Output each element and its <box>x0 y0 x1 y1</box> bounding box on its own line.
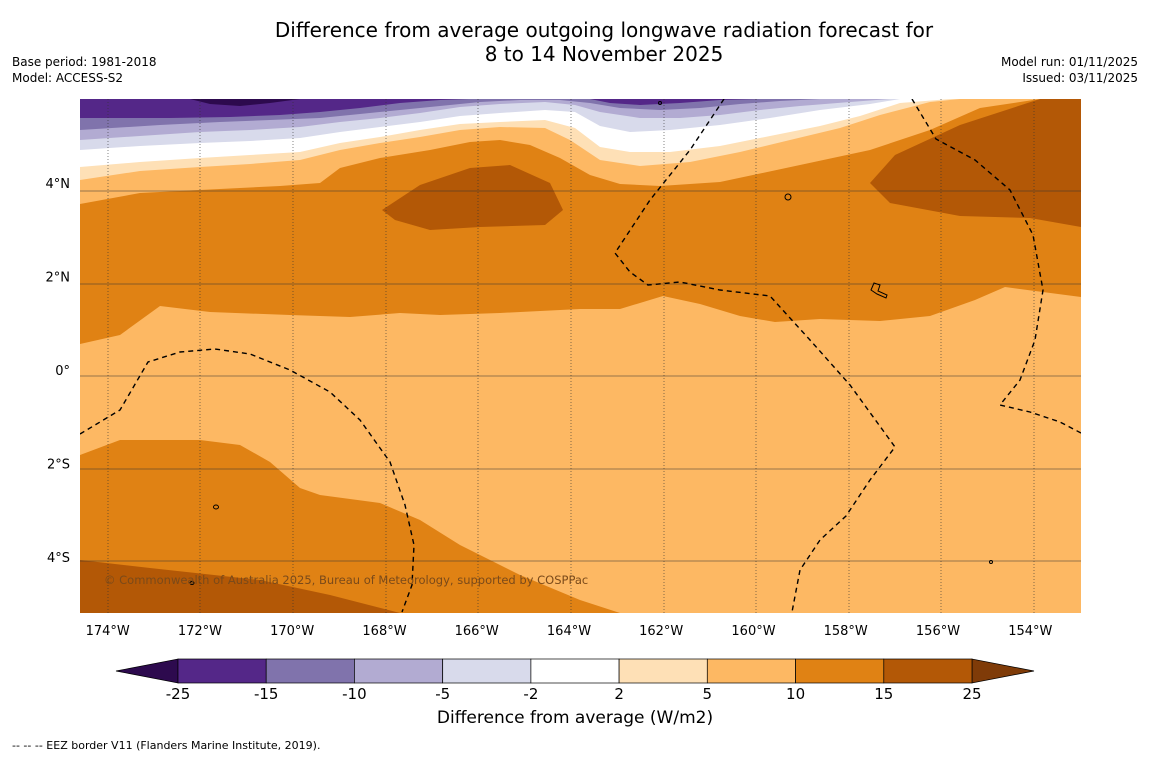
lat-label: 2°N <box>46 271 71 286</box>
eez-border-east <box>911 99 1081 434</box>
island-6 <box>658 101 662 105</box>
colorbar-segment <box>795 658 885 684</box>
colorbar-tick-label: -2 <box>523 685 538 703</box>
issued-label: Issued: 03/11/2025 <box>1022 71 1138 85</box>
colorbar-tick-label: 15 <box>874 685 893 703</box>
islands <box>189 101 993 585</box>
colorbar-underflow-triangle <box>115 658 179 684</box>
lon-label: 170°W <box>270 624 314 639</box>
colorbar-tick-label: 10 <box>786 685 805 703</box>
lon-label: 162°W <box>639 624 683 639</box>
band-15-25-central <box>382 165 563 230</box>
colorbar-segment <box>530 658 620 684</box>
colorbar-tick-label: 2 <box>614 685 624 703</box>
colorbar-segment <box>265 658 355 684</box>
colorbar-segment <box>706 658 796 684</box>
band-15-25-south <box>80 560 400 613</box>
colorbar-segment <box>354 658 443 684</box>
colorbar-segment <box>618 658 708 684</box>
colorbar-tick-label: -25 <box>166 685 191 703</box>
colorbar-segment <box>177 658 267 684</box>
colorbar-overflow-triangle <box>971 658 1035 684</box>
island-3 <box>213 504 219 510</box>
eez-border-central <box>614 99 896 613</box>
base-info: Base period: 1981-2018 Model: ACCESS-S2 <box>12 54 157 86</box>
lon-label: 154°W <box>1008 624 1052 639</box>
band-15-25-northeast <box>870 99 1081 227</box>
band-lt-m25-north <box>190 99 300 106</box>
lat-label: 4°S <box>47 551 70 566</box>
colorbar-tick-label: -5 <box>435 685 450 703</box>
colorbar-tick-label: 25 <box>962 685 981 703</box>
lat-label: 4°N <box>46 177 71 192</box>
lon-label: 158°W <box>824 624 868 639</box>
lon-label: 160°W <box>731 624 775 639</box>
colorbar: -25 -15 -10 -5 -2 2 5 10 15 25 <box>115 658 1035 703</box>
lat-label: 0° <box>55 364 70 379</box>
island-5 <box>989 560 993 564</box>
lon-label: 172°W <box>178 624 222 639</box>
graticule <box>80 99 1081 613</box>
colorbar-tick-label: 5 <box>703 685 713 703</box>
eez-borders <box>80 99 1081 613</box>
model-run-label: Model run: 01/11/2025 <box>1000 55 1138 69</box>
lat-label: 2°S <box>47 458 70 473</box>
longitude-labels: 174°W 172°W 170°W 168°W 166°W 164°W 162°W 160°W… <box>86 624 1053 639</box>
island-2 <box>870 282 888 299</box>
copyright-notice: © Commonwealth of Australia 2025, Bureau… <box>104 573 588 587</box>
lon-label: 164°W <box>547 624 591 639</box>
lon-label: 166°W <box>455 624 499 639</box>
band-10-15-south <box>80 440 620 613</box>
colorbar-segment <box>442 658 532 684</box>
lon-label: 168°W <box>362 624 406 639</box>
map-panel: © Commonwealth of Australia 2025, Bureau… <box>80 99 1081 613</box>
base-period-label: Base period: 1981-2018 <box>12 55 157 69</box>
run-info: Model run: 01/11/2025 Issued: 03/11/2025 <box>1001 54 1138 86</box>
island-1 <box>784 193 792 201</box>
latitude-labels: 4°N 2°N 0° 2°S 4°S <box>46 177 71 566</box>
colorbar-segment <box>883 658 973 684</box>
colorbar-tick-label: -15 <box>254 685 279 703</box>
title-line-1: Difference from average outgoing longwav… <box>274 18 934 42</box>
colorbar-tick-label: -10 <box>342 685 367 703</box>
lon-label: 156°W <box>916 624 960 639</box>
colorbar-title: Difference from average (W/m2) <box>436 708 714 728</box>
model-label: Model: ACCESS-S2 <box>12 71 124 85</box>
eez-footnote: -- -- -- EEZ border V11 (Flanders Marine… <box>12 739 321 752</box>
eez-border-west <box>80 348 415 613</box>
lon-label: 174°W <box>86 624 130 639</box>
chart-title: Difference from average outgoing longwav… <box>80 18 1128 66</box>
island-4 <box>189 581 195 585</box>
title-line-2: 8 to 14 November 2025 <box>484 42 724 66</box>
